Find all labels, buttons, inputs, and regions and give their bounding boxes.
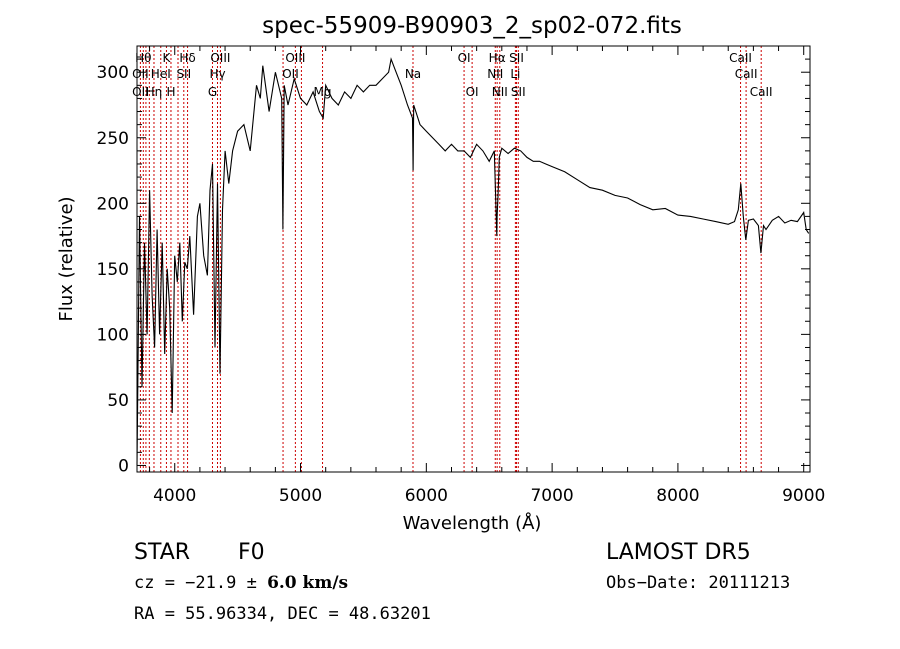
chart-title: spec-55909-B90903_2_sp02-072.fits — [262, 13, 682, 39]
line-label: OIII — [210, 51, 230, 65]
obs-date: Obs−Date: 20111213 — [606, 573, 791, 593]
object-subclass: F0 — [238, 540, 265, 565]
line-label: Hθ — [135, 51, 151, 65]
y-tick-label: 150 — [97, 260, 129, 280]
line-label: Hγ — [209, 67, 225, 81]
line-label: CaII — [735, 67, 758, 81]
line-label: OIII — [285, 51, 305, 65]
x-tick-label: 6000 — [405, 486, 448, 506]
line-label: OI — [458, 51, 471, 65]
x-tick-label: 7000 — [530, 486, 573, 506]
line-label: SII — [509, 51, 524, 65]
line-label: G — [208, 85, 217, 99]
line-label: OI — [466, 85, 479, 99]
object-class: STAR — [134, 540, 191, 565]
x-tick-label: 4000 — [153, 486, 196, 506]
line-label: Li — [510, 67, 520, 81]
y-tick-label: 250 — [97, 129, 129, 149]
line-label: SII — [511, 85, 526, 99]
line-label: Hα — [489, 51, 506, 65]
line-label: K — [162, 51, 171, 65]
line-label: NII — [487, 67, 503, 81]
cz-error: 6.0 km/s — [267, 573, 349, 593]
y-tick-label: 100 — [97, 325, 129, 345]
y-tick-label: 50 — [107, 391, 129, 411]
y-tick-label: 300 — [97, 63, 129, 83]
line-label: Hη — [146, 85, 163, 99]
x-tick-label: 5000 — [279, 486, 322, 506]
cz-prefix: cz = −21.9 ± — [134, 573, 268, 593]
line-label: SII — [176, 67, 191, 81]
emission-line-markers — [139, 46, 762, 472]
x-tick-label: 9000 — [782, 486, 825, 506]
y-axis: 0 50 100 150 200 250 300 — [97, 58, 810, 476]
spectrum-line — [136, 57, 810, 466]
x-axis: 4000 5000 6000 7000 8000 9000 — [149, 46, 825, 506]
line-label: CaII — [750, 85, 773, 99]
line-label: Hδ — [179, 51, 195, 65]
line-label: OII — [132, 67, 149, 81]
x-axis-label: Wavelength (Å) — [403, 512, 542, 534]
line-label: H — [166, 85, 175, 99]
x-tick-label: 8000 — [656, 486, 699, 506]
y-tick-label: 200 — [97, 194, 129, 214]
spectrum-chart: spec-55909-B90903_2_sp02-072.fits Hθ OII O… — [56, 13, 825, 534]
redshift-velocity: cz = −21.9 ± 6.0 km/s — [134, 573, 348, 593]
line-label: HeI — [151, 67, 171, 81]
line-label: OII — [282, 67, 299, 81]
line-label: NII — [492, 85, 508, 99]
line-label: CaII — [729, 51, 752, 65]
y-tick-label: 0 — [118, 456, 129, 476]
line-label: Na — [405, 67, 421, 81]
ra-dec: RA = 55.96334, DEC = 48.63201 — [134, 604, 431, 624]
plot-frame — [136, 45, 811, 473]
y-axis-label: Flux (relative) — [56, 196, 77, 321]
survey-name: LAMOST DR5 — [606, 540, 751, 565]
line-label: OII — [132, 85, 149, 99]
